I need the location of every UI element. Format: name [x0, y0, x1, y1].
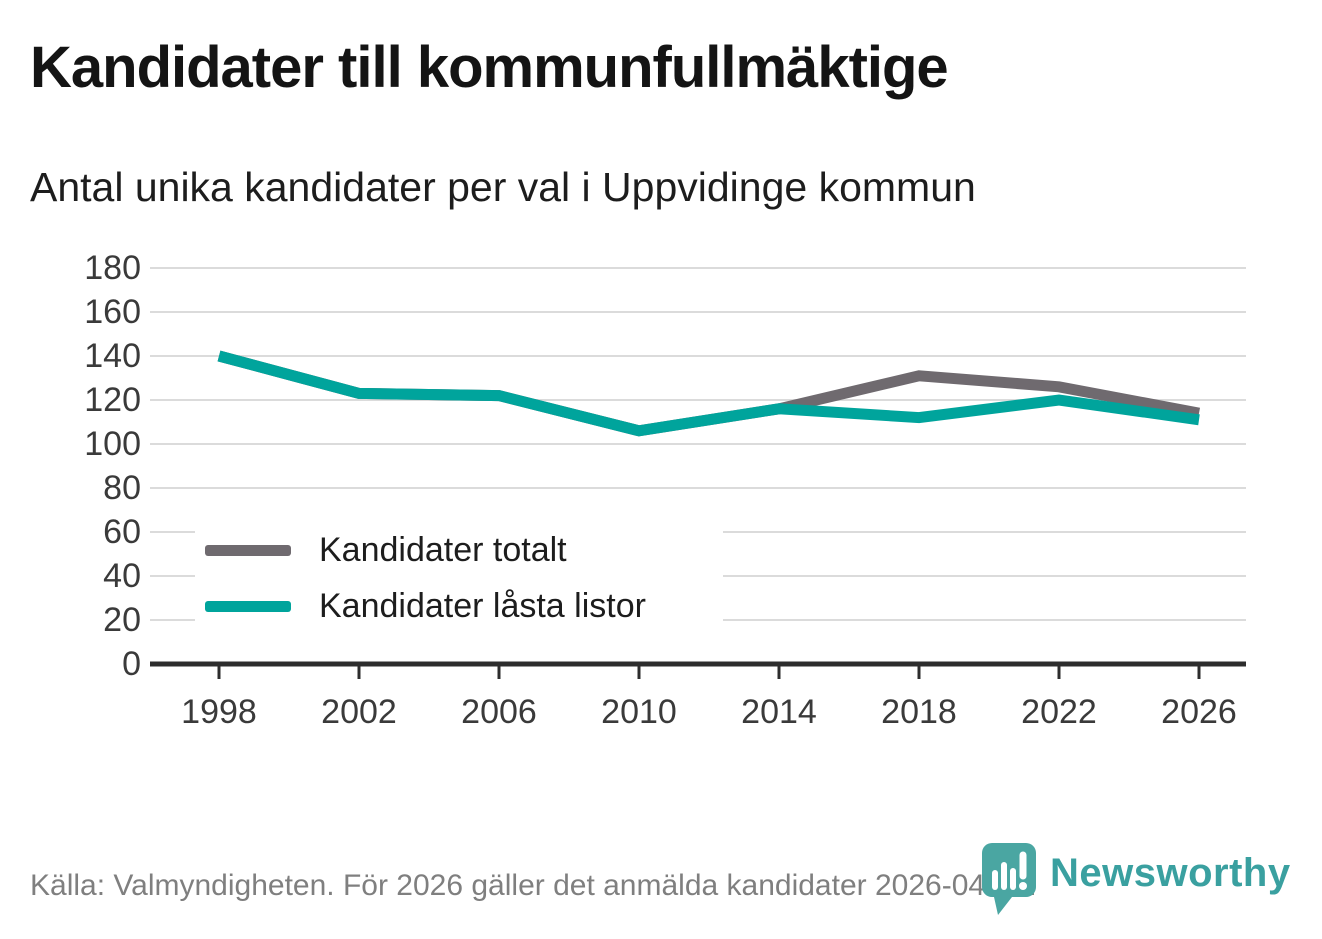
legend-item-totalt: Kandidater totalt: [205, 530, 567, 570]
y-tick-label: 40: [103, 557, 141, 595]
y-tick-label: 0: [122, 645, 141, 683]
legend-swatch-totalt-icon: [205, 544, 291, 556]
y-tick-label: 20: [103, 601, 141, 639]
x-tick-label: 2006: [461, 693, 537, 731]
source-note: Källa: Valmyndigheten. För 2026 gäller d…: [30, 869, 1037, 902]
x-tick-label: 2010: [601, 693, 677, 731]
y-tick-label: 180: [84, 249, 141, 287]
series-line-1: [217, 350, 1200, 437]
chart-subtitle: Antal unika kandidater per val i Uppvidi…: [30, 164, 976, 210]
x-axis-labels: 1998 2002 2006 2010 2014 2018 2022 2026: [181, 693, 1237, 731]
x-tick-label: 2018: [881, 693, 957, 731]
y-axis-labels: 0 20 40 60 80 100 120 140 160 180: [84, 249, 141, 683]
page-title: Kandidater till kommunfullmäktige: [30, 35, 949, 100]
chart-legend: Kandidater totalt Kandidater låsta listo…: [195, 516, 723, 638]
newsworthy-pin-icon: [982, 843, 1036, 915]
x-tick-label: 1998: [181, 693, 257, 731]
newsworthy-brand-text: Newsworthy: [1050, 851, 1291, 895]
y-tick-label: 60: [103, 513, 141, 551]
y-tick-label: 140: [84, 337, 141, 375]
x-tick-label: 2014: [741, 693, 817, 731]
x-tick-label: 2026: [1161, 693, 1237, 731]
y-tick-label: 100: [84, 425, 141, 463]
y-tick-label: 160: [84, 293, 141, 331]
y-tick-label: 120: [84, 381, 141, 419]
x-tick-label: 2022: [1021, 693, 1097, 731]
legend-label-lasta-listor: Kandidater låsta listor: [319, 586, 646, 625]
legend-swatch-lasta-listor-icon: [205, 600, 291, 612]
x-tick-label: 2002: [321, 693, 397, 731]
y-tick-label: 80: [103, 469, 141, 507]
newsworthy-logo: Newsworthy: [982, 843, 1291, 919]
legend-item-lasta-listor: Kandidater låsta listor: [205, 586, 646, 626]
x-axis-ticks: [217, 666, 1201, 679]
legend-label-totalt: Kandidater totalt: [319, 530, 567, 569]
